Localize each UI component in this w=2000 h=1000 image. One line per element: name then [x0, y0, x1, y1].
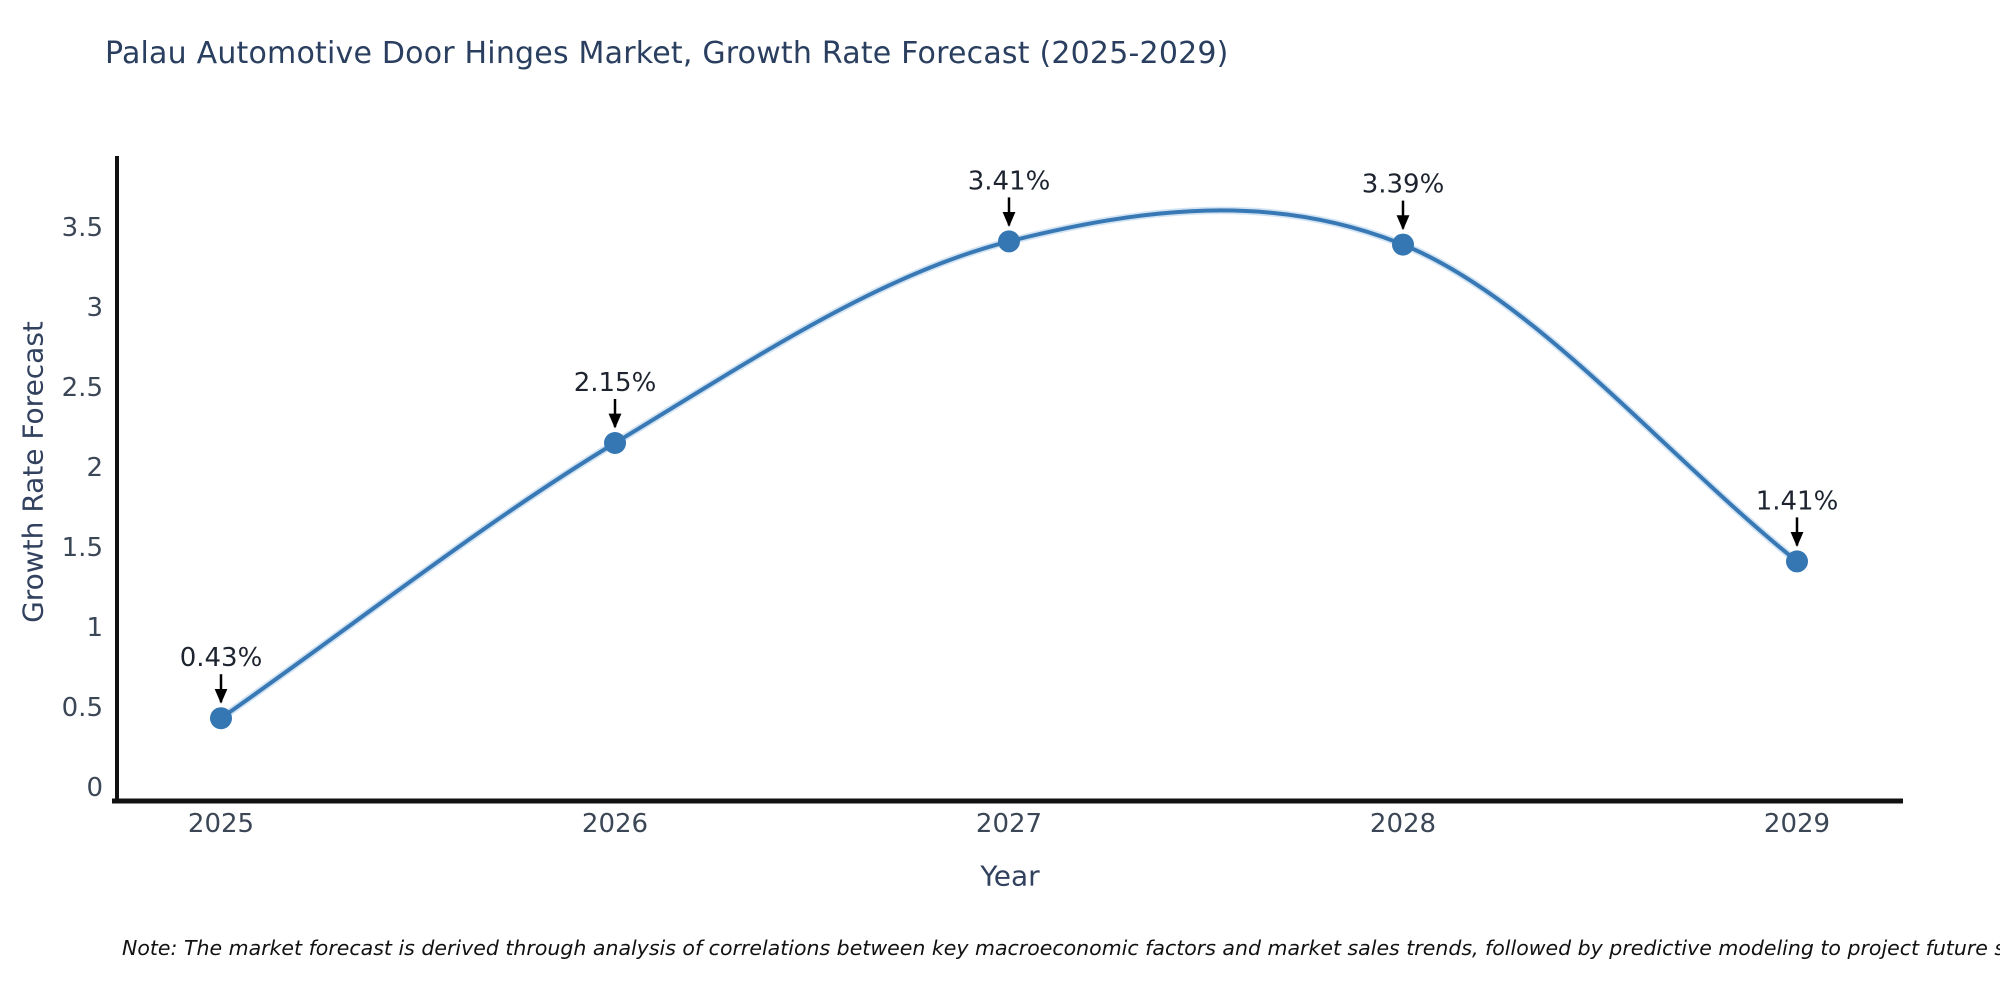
annotation-label: 3.41% — [968, 166, 1051, 196]
x-axis-label: Year — [980, 859, 1040, 893]
data-point-marker — [1392, 233, 1414, 256]
data-point-marker — [998, 230, 1020, 253]
annotation-label: 3.39% — [1362, 170, 1445, 200]
y-tick-label: 1 — [86, 613, 103, 643]
y-tick-label: 2 — [86, 453, 103, 483]
x-tick-label: 2027 — [976, 809, 1042, 839]
x-tick-label: 2025 — [188, 809, 254, 839]
trend-line — [219, 208, 1799, 721]
annotation-label: 1.41% — [1756, 486, 1839, 516]
y-tick-label: 3 — [86, 293, 103, 323]
data-point-marker — [604, 432, 626, 454]
data-point-marker — [1786, 550, 1808, 573]
x-tick-label: 2029 — [1764, 809, 1830, 839]
y-tick-label: 0 — [86, 773, 103, 803]
y-tick-label: 0.5 — [62, 693, 103, 723]
trend-line-halo — [217, 206, 1801, 722]
chart-footnote: Note: The market forecast is derived thr… — [122, 936, 2000, 960]
y-tick-label: 1.5 — [62, 533, 103, 563]
chart-title: Palau Automotive Door Hinges Market, Gro… — [105, 36, 1229, 71]
y-tick-label: 3.5 — [62, 213, 103, 243]
x-tick-label: 2026 — [582, 809, 648, 839]
y-tick-label: 2.5 — [62, 373, 103, 403]
data-point-marker — [210, 707, 232, 730]
x-tick-label: 2028 — [1370, 809, 1436, 839]
annotation-label: 2.15% — [574, 368, 657, 398]
annotation-label: 0.43% — [180, 643, 263, 673]
